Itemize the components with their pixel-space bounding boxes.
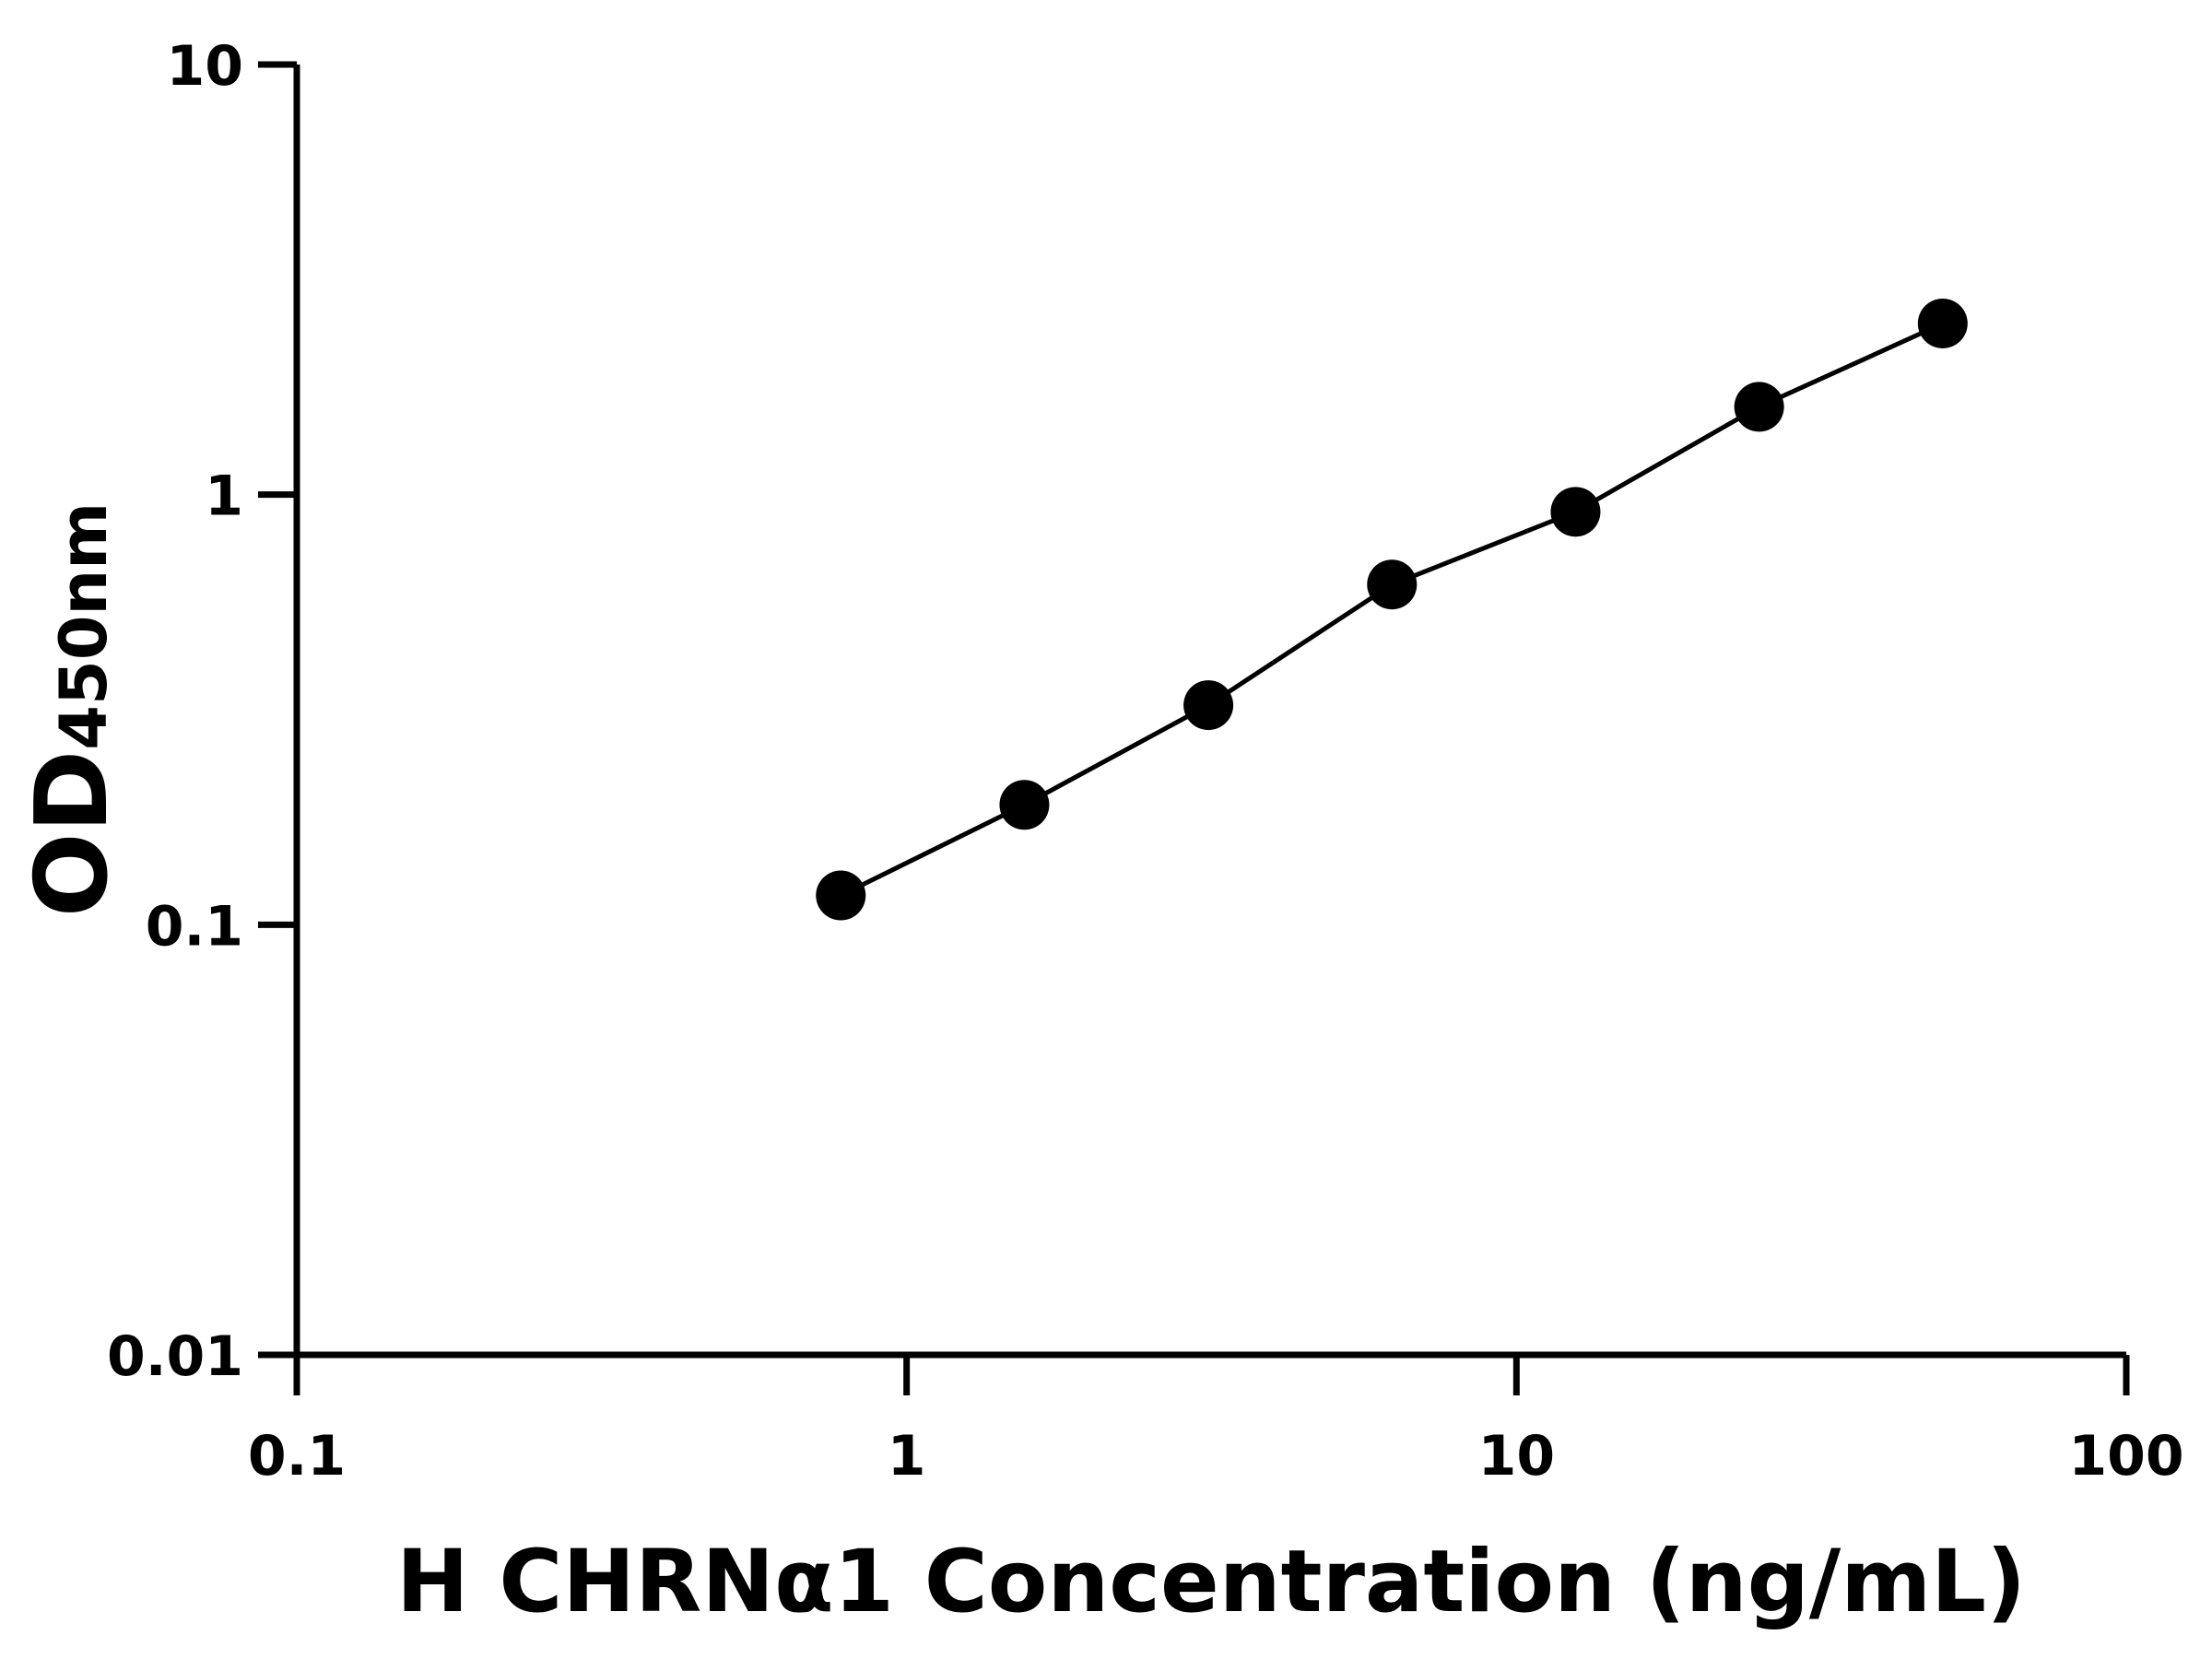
x-axis-label: H CHRNα1 Concentration (ng/mL): [396, 1532, 2026, 1632]
data-point: [816, 870, 866, 921]
data-point: [1917, 298, 1968, 348]
x-tick-label: 10: [1478, 1424, 1556, 1488]
y-axis-label-sub: 450nm: [46, 502, 122, 750]
x-tick-label: 0.1: [248, 1424, 346, 1488]
data-series: [816, 298, 1968, 921]
data-point: [1367, 559, 1418, 610]
y-axis-label-main: OD: [15, 750, 130, 917]
data-point: [1550, 487, 1601, 537]
y-tick-label: 0.01: [107, 1324, 243, 1389]
y-tick-label: 1: [205, 465, 243, 529]
x-tick-label: 100: [2068, 1424, 2183, 1488]
y-tick-label: 10: [167, 34, 244, 99]
data-point: [1183, 680, 1234, 731]
x-tick-label: 1: [888, 1424, 926, 1488]
data-point: [1734, 382, 1784, 432]
data-point: [999, 780, 1050, 830]
y-axis-label: OD450nm: [15, 502, 130, 917]
y-tick-label: 0.1: [146, 894, 243, 959]
